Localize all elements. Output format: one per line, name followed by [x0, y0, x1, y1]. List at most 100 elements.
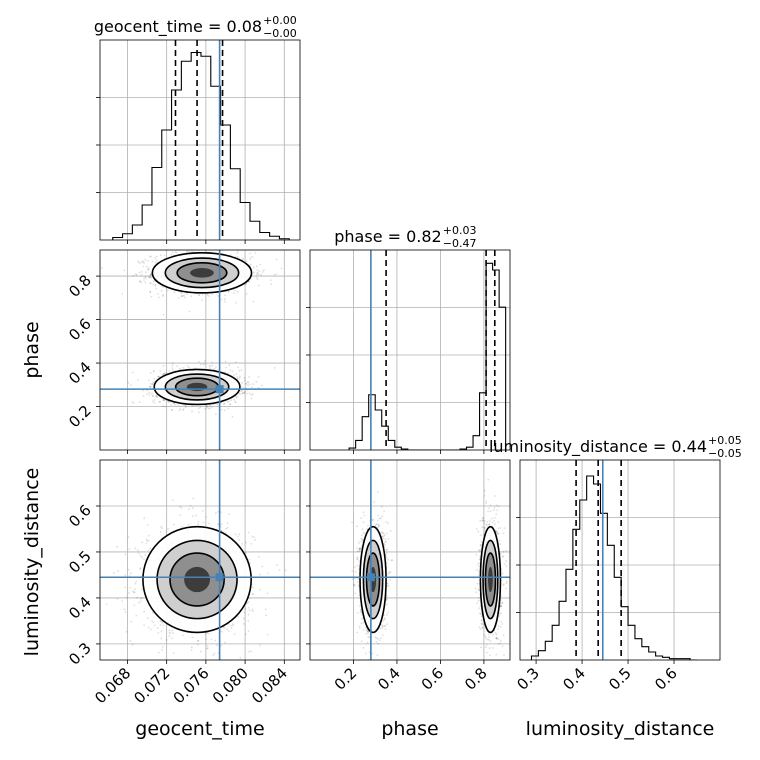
sample-point	[245, 292, 248, 295]
sample-point	[351, 578, 354, 581]
sample-point	[181, 525, 184, 528]
sample-point	[239, 375, 241, 378]
sample-point	[175, 248, 177, 250]
sample-point	[222, 403, 225, 406]
sample-point	[248, 558, 251, 561]
sample-point	[357, 611, 359, 614]
sample-point	[137, 601, 140, 604]
sample-point	[248, 383, 251, 386]
sample-point	[144, 554, 147, 556]
sample-point	[200, 650, 202, 653]
marginal-title-sub: −0.00	[263, 27, 297, 40]
sample-point	[201, 510, 204, 512]
sample-point	[144, 281, 147, 284]
sample-point	[246, 602, 249, 604]
sample-point	[147, 268, 150, 271]
sample-point	[127, 536, 130, 539]
sample-point	[256, 272, 259, 274]
sample-point	[134, 273, 137, 276]
sample-point	[152, 377, 155, 380]
sample-point	[223, 409, 226, 412]
sample-point	[153, 380, 156, 383]
sample-point	[165, 372, 168, 374]
sample-point	[186, 365, 189, 368]
sample-point	[243, 392, 245, 394]
sample-point	[365, 632, 368, 635]
sample-point	[204, 362, 206, 365]
sample-point	[139, 261, 142, 264]
sample-point	[264, 608, 267, 611]
sample-point	[139, 567, 141, 570]
sample-point	[220, 511, 223, 514]
sample-point	[190, 646, 193, 649]
sample-point	[134, 582, 137, 585]
sample-point	[358, 627, 361, 630]
sample-point	[355, 570, 357, 573]
sample-point	[159, 369, 162, 372]
sample-point	[152, 283, 155, 286]
sample-point	[170, 253, 173, 256]
x-tick-label: 0.072	[130, 664, 173, 707]
y-tick-label: 0.8	[65, 271, 95, 301]
sample-point	[238, 369, 241, 372]
truth-marker	[215, 385, 224, 394]
sample-point	[238, 538, 241, 541]
sample-point	[150, 255, 153, 258]
sample-point	[161, 285, 164, 288]
sample-point	[210, 361, 213, 364]
sample-point	[151, 620, 153, 622]
sample-point	[152, 621, 155, 624]
sample-point	[377, 526, 380, 529]
sample-point	[148, 276, 151, 279]
sample-point	[116, 597, 119, 600]
sample-point	[208, 407, 211, 410]
sample-point	[225, 527, 227, 530]
sample-point	[163, 399, 165, 402]
sample-point	[257, 284, 260, 287]
ylabel-luminosity-distance: luminosity_distance	[21, 468, 43, 657]
sample-point	[226, 526, 229, 529]
sample-point	[178, 367, 181, 370]
sample-point	[149, 273, 152, 276]
sample-point	[247, 384, 249, 387]
sample-point	[172, 632, 174, 635]
sample-point	[241, 385, 244, 388]
sample-point	[367, 636, 370, 638]
sample-point	[163, 399, 166, 402]
sample-point	[247, 619, 250, 622]
sample-point	[239, 393, 241, 395]
sample-point	[229, 403, 232, 406]
sample-point	[252, 300, 255, 303]
sample-point	[161, 293, 164, 296]
sample-point	[223, 402, 226, 405]
sample-point	[166, 289, 169, 292]
sample-point	[231, 415, 234, 418]
sample-point	[188, 310, 191, 313]
marginal-title-geocent-time: geocent_time = 0.08	[94, 17, 262, 37]
sample-point	[155, 255, 158, 258]
sample-point	[160, 254, 162, 256]
y-tick-label: 0.6	[65, 501, 95, 531]
sample-point	[174, 403, 177, 406]
sample-point	[141, 260, 144, 263]
sample-point	[258, 270, 261, 273]
sample-point	[248, 280, 251, 283]
sample-point	[239, 657, 242, 659]
sample-point	[149, 291, 152, 294]
sample-point	[241, 389, 243, 392]
sample-point	[224, 298, 226, 300]
sample-point	[249, 252, 251, 255]
contour-line	[164, 373, 230, 401]
sample-point	[150, 295, 153, 298]
sample-point	[161, 527, 164, 529]
sample-point	[174, 250, 177, 253]
sample-point	[149, 628, 152, 631]
panel-plot-area	[310, 250, 510, 450]
y-tick-label: 0.4	[65, 358, 95, 388]
panel-border	[519, 459, 721, 661]
sample-point	[241, 542, 244, 545]
sample-point	[245, 260, 248, 263]
sample-point	[238, 376, 241, 379]
sample-point	[159, 620, 162, 622]
sample-point	[208, 632, 210, 635]
